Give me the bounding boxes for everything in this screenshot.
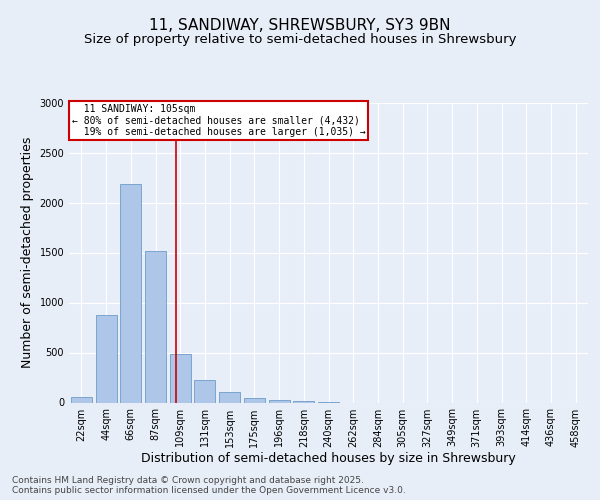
Bar xyxy=(145,250,166,402)
Bar xyxy=(170,354,191,403)
Bar xyxy=(219,392,240,402)
Bar xyxy=(120,184,141,402)
Bar xyxy=(71,396,92,402)
Bar xyxy=(269,400,290,402)
Bar xyxy=(194,380,215,402)
Bar xyxy=(244,398,265,402)
Text: Size of property relative to semi-detached houses in Shrewsbury: Size of property relative to semi-detach… xyxy=(84,32,516,46)
Text: Contains HM Land Registry data © Crown copyright and database right 2025.
Contai: Contains HM Land Registry data © Crown c… xyxy=(12,476,406,495)
Y-axis label: Number of semi-detached properties: Number of semi-detached properties xyxy=(21,137,34,368)
Bar xyxy=(293,400,314,402)
X-axis label: Distribution of semi-detached houses by size in Shrewsbury: Distribution of semi-detached houses by … xyxy=(141,452,516,466)
Bar xyxy=(95,314,116,402)
Text: 11 SANDIWAY: 105sqm
← 80% of semi-detached houses are smaller (4,432)
  19% of s: 11 SANDIWAY: 105sqm ← 80% of semi-detach… xyxy=(71,104,365,137)
Text: 11, SANDIWAY, SHREWSBURY, SY3 9BN: 11, SANDIWAY, SHREWSBURY, SY3 9BN xyxy=(149,18,451,32)
